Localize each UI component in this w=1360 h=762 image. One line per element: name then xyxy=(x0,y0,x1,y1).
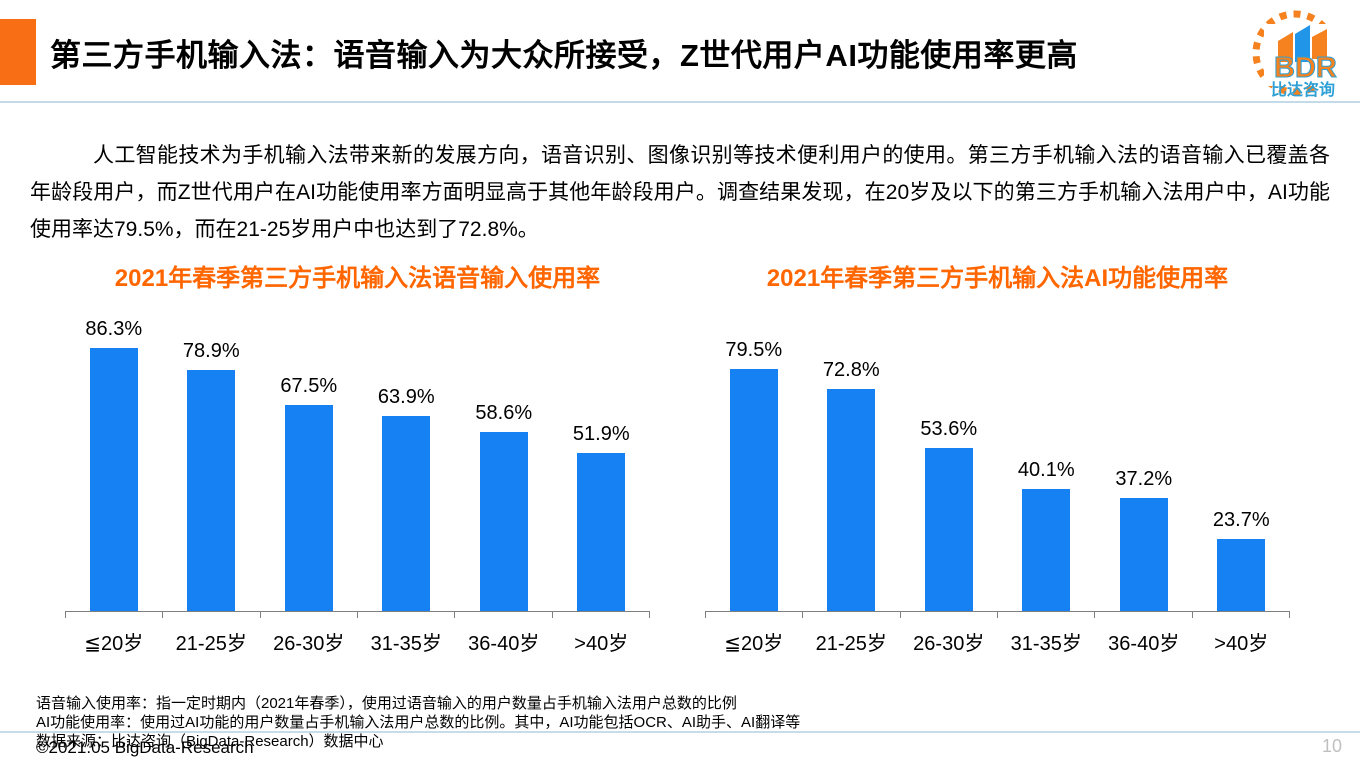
bar xyxy=(1119,497,1168,611)
footnote-data-source: 数据来源：比达咨询（BigData-Research）数据中心 xyxy=(36,733,384,750)
axis-tick xyxy=(705,612,706,618)
axis-tick xyxy=(356,612,358,618)
bar-group: 37.2% xyxy=(1095,468,1193,611)
header-divider xyxy=(0,101,1360,103)
axis-tick xyxy=(899,612,901,618)
x-axis-labels: ≦20岁 21-25岁 26-30岁 31-35岁 36-40岁 >40岁 xyxy=(705,627,1290,656)
bar xyxy=(89,347,138,611)
footnotes: 语音输入使用率：指一定时期内（2021年春季），使用过语音输入的用户数量占手机输… xyxy=(36,694,1360,751)
x-axis-label: 36-40岁 xyxy=(468,633,540,655)
axis-tick xyxy=(802,612,804,618)
x-axis-label: >40岁 xyxy=(574,633,629,655)
bar-value-label: 40.1% xyxy=(1017,458,1075,481)
bar-group: 67.5% xyxy=(260,375,358,611)
bar xyxy=(827,388,876,611)
chart-voice-input-usage: 2021年春季第三方手机输入法语音输入使用率 86.3% 78.9% 67.5% 63… xyxy=(65,258,650,656)
x-axis-label: >40岁 xyxy=(1214,633,1269,655)
bar-group: 86.3% xyxy=(65,318,163,611)
footnote-voice-definition: 语音输入使用率：指一定时期内（2021年春季），使用过语音输入的用户数量占手机输… xyxy=(36,695,737,712)
bar-group: 79.5% xyxy=(705,339,803,611)
axis-tick xyxy=(1094,612,1096,618)
axis-tick xyxy=(65,612,66,618)
page-number: 10 xyxy=(1321,736,1342,756)
x-axis xyxy=(65,611,650,618)
bar xyxy=(479,432,528,611)
charts-row: 2021年春季第三方手机输入法语音输入使用率 86.3% 78.9% 67.5% 63… xyxy=(65,258,1290,656)
bar-group: 40.1% xyxy=(998,459,1096,611)
bar xyxy=(284,405,333,611)
bar-value-label: 67.5% xyxy=(280,375,338,398)
bar-group: 63.9% xyxy=(358,386,456,611)
bar xyxy=(729,368,778,611)
bar-group: 23.7% xyxy=(1193,509,1291,611)
bar xyxy=(1022,488,1071,611)
bar-value-label: 37.2% xyxy=(1115,467,1173,490)
axis-tick xyxy=(996,612,998,618)
accent-block xyxy=(0,19,36,85)
axis-tick xyxy=(648,612,650,618)
bar-value-label: 58.6% xyxy=(475,402,533,425)
chart-ai-feature-usage: 2021年春季第三方手机输入法AI功能使用率 79.5% 72.8% 53.6% 40… xyxy=(705,258,1290,656)
bar-value-label: 51.9% xyxy=(572,422,630,445)
bar-value-label: 86.3% xyxy=(85,317,143,340)
axis-tick xyxy=(551,612,553,618)
footer-divider xyxy=(0,731,1360,733)
x-axis-label: 21-25岁 xyxy=(175,633,247,655)
bar-value-label: 78.9% xyxy=(182,340,240,363)
chart-plot: 79.5% 72.8% 53.6% 40.1% 37.2% 23.7% xyxy=(705,309,1290,611)
intro-paragraph: 人工智能技术为手机输入法带来新的发展方向，语音识别、图像识别等技术便利用户的使用… xyxy=(30,144,1330,241)
bar-group: 78.9% xyxy=(163,340,261,611)
header: 第三方手机输入法：语音输入为大众所接受，Z世代用户AI功能使用率更高 BDR 比… xyxy=(0,0,1360,103)
copyright: ©2021.05 BigData-Research xyxy=(36,738,254,757)
x-axis-label: 26-30岁 xyxy=(913,633,985,655)
chart-title: 2021年春季第三方手机输入法AI功能使用率 xyxy=(766,265,1229,292)
svg-text:比达咨询: 比达咨询 xyxy=(1271,80,1335,99)
bar-group: 53.6% xyxy=(900,418,998,611)
bar xyxy=(382,416,431,611)
x-axis-label: 36-40岁 xyxy=(1108,633,1180,655)
svg-text:BDR: BDR xyxy=(1274,52,1337,84)
x-axis-label: ≦20岁 xyxy=(724,633,784,655)
x-axis-label: 21-25岁 xyxy=(815,633,887,655)
x-axis-label: 31-35岁 xyxy=(370,633,442,655)
bar-value-label: 23.7% xyxy=(1212,508,1270,531)
bar-group: 72.8% xyxy=(803,359,901,611)
bar-value-label: 53.6% xyxy=(920,417,978,440)
bar-group: 51.9% xyxy=(553,423,651,611)
chart-title: 2021年春季第三方手机输入法语音输入使用率 xyxy=(114,265,601,292)
chart-plot: 86.3% 78.9% 67.5% 63.9% 58.6% 51.9% xyxy=(65,309,650,611)
bar xyxy=(187,370,236,611)
axis-tick xyxy=(454,612,456,618)
footnote-ai-definition: AI功能使用率：使用过AI功能的用户数量占手机输入法用户总数的比例。其中，AI功… xyxy=(36,714,801,731)
x-axis xyxy=(705,611,1290,618)
bar xyxy=(577,452,626,611)
axis-tick xyxy=(1288,612,1290,618)
bar-value-label: 79.5% xyxy=(725,338,783,361)
x-axis-label: 26-30岁 xyxy=(273,633,345,655)
x-axis-label: 31-35岁 xyxy=(1010,633,1082,655)
bar-value-label: 72.8% xyxy=(822,358,880,381)
bar xyxy=(1217,538,1266,611)
bar-value-label: 63.9% xyxy=(377,386,435,409)
x-axis-label: ≦20岁 xyxy=(84,633,144,655)
bar xyxy=(924,447,973,611)
page-title: 第三方手机输入法：语音输入为大众所接受，Z世代用户AI功能使用率更高 xyxy=(50,38,1078,73)
axis-tick xyxy=(259,612,261,618)
axis-tick xyxy=(162,612,164,618)
x-axis-labels: ≦20岁 21-25岁 26-30岁 31-35岁 36-40岁 >40岁 xyxy=(65,627,650,656)
axis-tick xyxy=(1191,612,1193,618)
bdr-logo: BDR 比达咨询 xyxy=(1248,4,1352,100)
bdr-logo-graphic: BDR 比达咨询 xyxy=(1252,10,1340,99)
bar-group: 58.6% xyxy=(455,402,553,611)
